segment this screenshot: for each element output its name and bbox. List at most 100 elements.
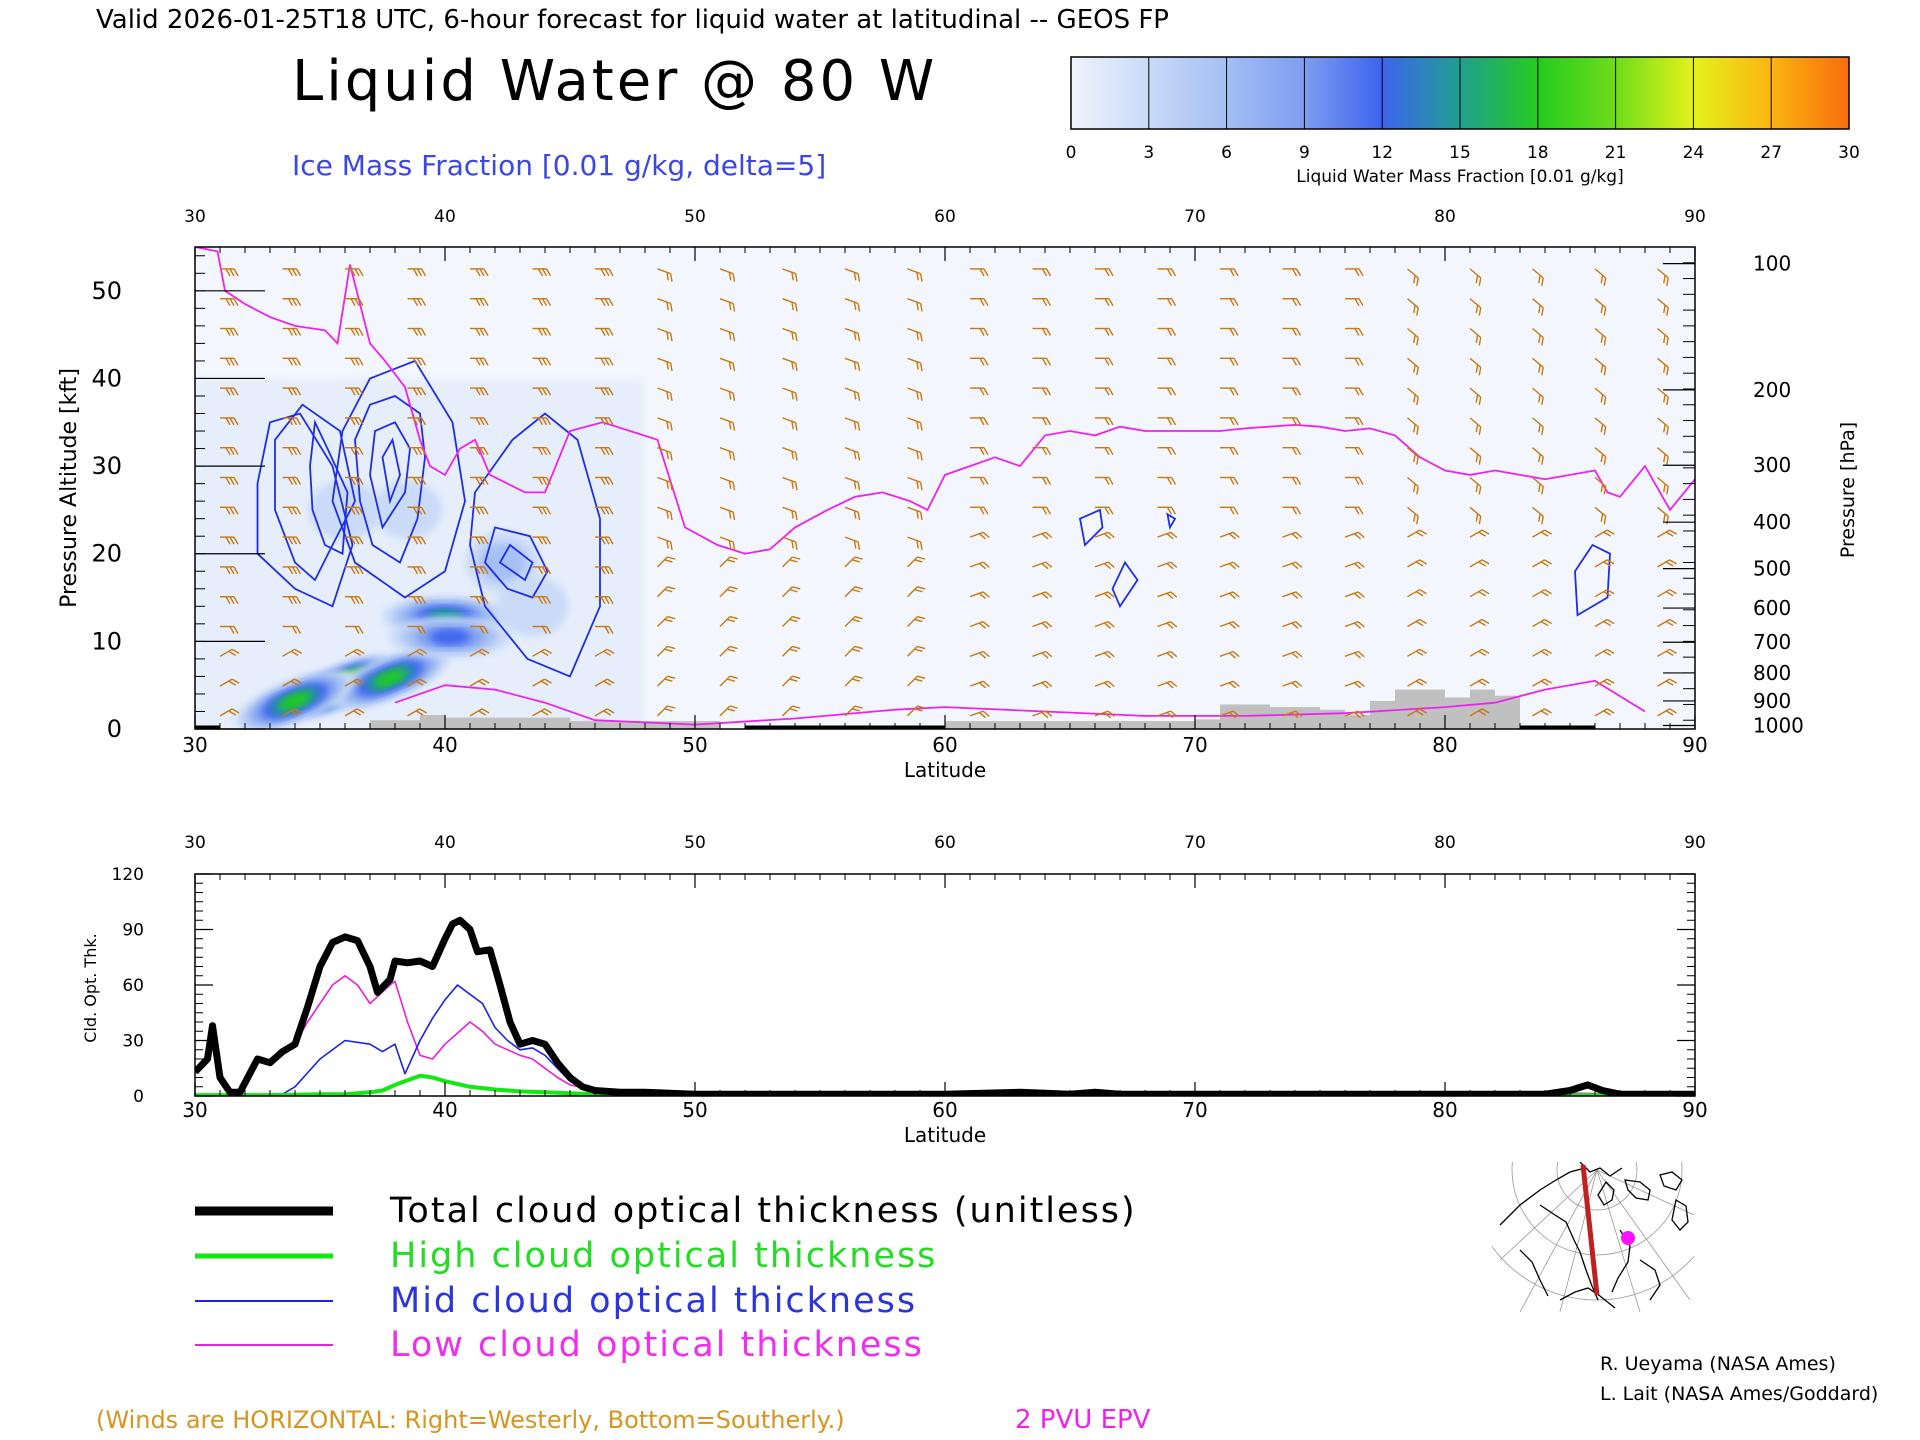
wind-barb-flag bbox=[412, 417, 419, 426]
wind-barb bbox=[1657, 678, 1677, 687]
wind-barb bbox=[282, 298, 302, 307]
wind-barb-flag bbox=[1419, 648, 1427, 654]
wind-barb-flag bbox=[483, 447, 489, 456]
wind-barb-flag bbox=[608, 477, 614, 485]
wind-barb-flag bbox=[608, 506, 614, 515]
wind-barb-flag bbox=[233, 477, 239, 485]
wind-barb-staff bbox=[1094, 680, 1109, 687]
wind-barb-flag bbox=[483, 268, 489, 277]
wind-barb-staff bbox=[907, 417, 921, 424]
wind-barb bbox=[1407, 447, 1419, 465]
wind-barb-flag bbox=[475, 536, 481, 545]
wind-barb-flag bbox=[916, 480, 919, 489]
wind-barb-flag bbox=[1541, 516, 1544, 525]
wind-barb bbox=[1532, 506, 1544, 525]
wind-barb-flag bbox=[1600, 513, 1604, 522]
wind-barb-flag bbox=[732, 333, 736, 342]
wind-barb-staff bbox=[1157, 680, 1171, 687]
wind-barb-flag bbox=[1538, 305, 1541, 314]
wind-barb-flag bbox=[1413, 513, 1416, 522]
wind-barb-flag bbox=[1478, 650, 1486, 656]
wind-barb-staff bbox=[657, 616, 668, 627]
wind-barb-flag bbox=[1475, 424, 1479, 433]
wind-barb-flag bbox=[1104, 447, 1110, 456]
wind-barb-flag bbox=[979, 417, 985, 426]
wind-barb-flag bbox=[350, 417, 356, 426]
wind-barb bbox=[345, 298, 364, 307]
wind-barb-flag bbox=[789, 588, 798, 593]
wind-barb bbox=[782, 645, 801, 657]
wind-barb bbox=[782, 705, 801, 717]
wind-barb-flag bbox=[608, 536, 614, 545]
wind-barb bbox=[969, 531, 990, 540]
wind-barb-flag bbox=[851, 618, 861, 623]
wind-barb bbox=[1345, 506, 1364, 515]
wind-barb-flag bbox=[1541, 277, 1544, 286]
wind-barb-staff bbox=[844, 536, 859, 543]
wind-barb-staff bbox=[782, 268, 796, 275]
wind-barb-staff bbox=[1532, 387, 1544, 398]
pressure-tick-label: 500 bbox=[1753, 557, 1791, 581]
wind-barb-flag bbox=[1166, 622, 1174, 629]
wind-barb-flag bbox=[1669, 678, 1677, 684]
wind-barb-flag bbox=[600, 387, 606, 396]
ice-contour bbox=[381, 437, 401, 505]
wind-barb-flag bbox=[1166, 652, 1174, 659]
wind-barb-flag bbox=[295, 626, 302, 634]
wind-barb-flag bbox=[537, 387, 544, 396]
wind-barb-flag bbox=[983, 298, 989, 307]
wind-barb-flag bbox=[1669, 708, 1677, 714]
wind-barb bbox=[1657, 529, 1677, 538]
wind-barb-flag bbox=[600, 328, 606, 336]
ice-contour bbox=[1078, 508, 1104, 547]
wind-barb-flag bbox=[290, 710, 299, 716]
terrain-block bbox=[1195, 719, 1220, 729]
wind-barb-flag bbox=[1045, 621, 1053, 628]
wind-barb-flag bbox=[1041, 562, 1049, 570]
wind-barb-flag bbox=[728, 331, 732, 340]
wind-barb-flag bbox=[479, 626, 485, 634]
wind-barb-flag bbox=[729, 705, 738, 709]
wind-barb-flag bbox=[412, 328, 419, 336]
wind-barb-staff bbox=[1344, 591, 1359, 598]
wind-barb-flag bbox=[1416, 367, 1419, 376]
wind-barb-staff bbox=[1469, 506, 1482, 517]
wind-barb-flag bbox=[604, 417, 610, 426]
wind-barb-flag bbox=[537, 357, 544, 366]
wind-barb-flag bbox=[792, 615, 801, 620]
wind-barb-flag bbox=[479, 536, 485, 545]
wind-barb-flag bbox=[233, 626, 239, 634]
wind-barb bbox=[407, 327, 427, 336]
wind-barb-flag bbox=[917, 586, 926, 590]
wind-barb-flag bbox=[1358, 268, 1364, 277]
wind-barb-flag bbox=[540, 650, 549, 656]
wind-barb-flag bbox=[726, 708, 736, 712]
wind-barb-flag bbox=[732, 392, 736, 401]
wind-barb-flag bbox=[983, 357, 989, 366]
wind-barb-flag bbox=[1229, 268, 1235, 277]
wind-barb bbox=[470, 506, 489, 515]
bottom-xlabel: Latitude bbox=[904, 1123, 986, 1147]
ice-contour bbox=[1574, 543, 1611, 617]
wind-barb-staff bbox=[719, 447, 734, 454]
wind-barb-staff bbox=[1219, 591, 1234, 598]
wind-barb-flag bbox=[225, 596, 231, 605]
wind-barb-flag bbox=[604, 536, 610, 545]
wind-barb-flag bbox=[604, 626, 610, 634]
top-x-tick-label-upper: 30 bbox=[184, 207, 206, 227]
wind-barb bbox=[1032, 561, 1053, 570]
wind-barb bbox=[532, 476, 552, 485]
wind-barb bbox=[1032, 680, 1053, 689]
wind-barb-flag bbox=[1419, 678, 1427, 684]
wind-barb-flag bbox=[794, 303, 798, 312]
wind-barb bbox=[1095, 268, 1114, 277]
wind-barb bbox=[657, 645, 676, 657]
wind-barb-staff bbox=[1469, 708, 1483, 717]
wind-barb-flag bbox=[982, 680, 990, 688]
wind-barb-staff bbox=[907, 675, 918, 687]
wind-barb-flag bbox=[350, 477, 356, 485]
wind-barb-flag bbox=[914, 678, 923, 682]
wind-barb-flag bbox=[545, 268, 552, 277]
wind-barb-staff bbox=[1594, 529, 1608, 538]
wind-barb-staff bbox=[844, 586, 856, 598]
